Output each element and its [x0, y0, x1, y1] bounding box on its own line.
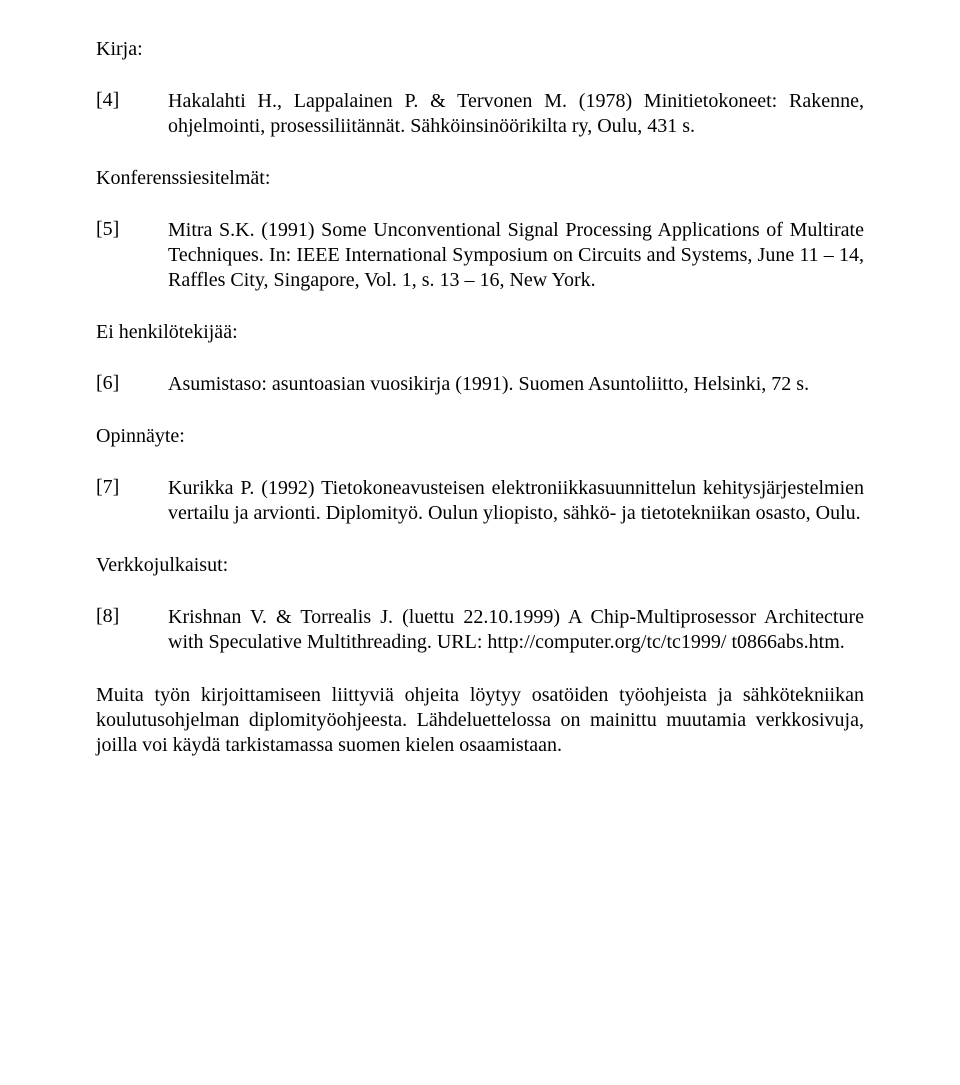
section-heading-opinnayte: Opinnäyte: [96, 425, 864, 448]
reference-entry: [4] Hakalahti H., Lappalainen P. & Tervo… [96, 89, 864, 139]
reference-text: Mitra S.K. (1991) Some Unconventional Si… [168, 218, 864, 293]
section-heading-verkkojulkaisut: Verkkojulkaisut: [96, 554, 864, 577]
reference-text: Hakalahti H., Lappalainen P. & Tervonen … [168, 89, 864, 139]
section-heading-eihenkilotekijaa: Ei henkilötekijää: [96, 321, 864, 344]
reference-entry: [8] Krishnan V. & Torrealis J. (luettu 2… [96, 605, 864, 655]
reference-number: [8] [96, 605, 140, 655]
reference-number: [6] [96, 372, 140, 397]
section-heading-konferenssiesitelmat: Konferenssiesitelmät: [96, 167, 864, 190]
reference-entry: [5] Mitra S.K. (1991) Some Unconventiona… [96, 218, 864, 293]
document-page: Kirja: [4] Hakalahti H., Lappalainen P. … [0, 0, 960, 802]
reference-entry: [6] Asumistaso: asuntoasian vuosikirja (… [96, 372, 864, 397]
reference-entry: [7] Kurikka P. (1992) Tietokoneavusteise… [96, 476, 864, 526]
reference-number: [4] [96, 89, 140, 139]
reference-number: [5] [96, 218, 140, 293]
closing-paragraph: Muita työn kirjoittamiseen liittyviä ohj… [96, 683, 864, 758]
reference-text: Asumistaso: asuntoasian vuosikirja (1991… [168, 372, 864, 397]
section-heading-kirja: Kirja: [96, 38, 864, 61]
reference-number: [7] [96, 476, 140, 526]
reference-text: Krishnan V. & Torrealis J. (luettu 22.10… [168, 605, 864, 655]
reference-text: Kurikka P. (1992) Tietokoneavusteisen el… [168, 476, 864, 526]
